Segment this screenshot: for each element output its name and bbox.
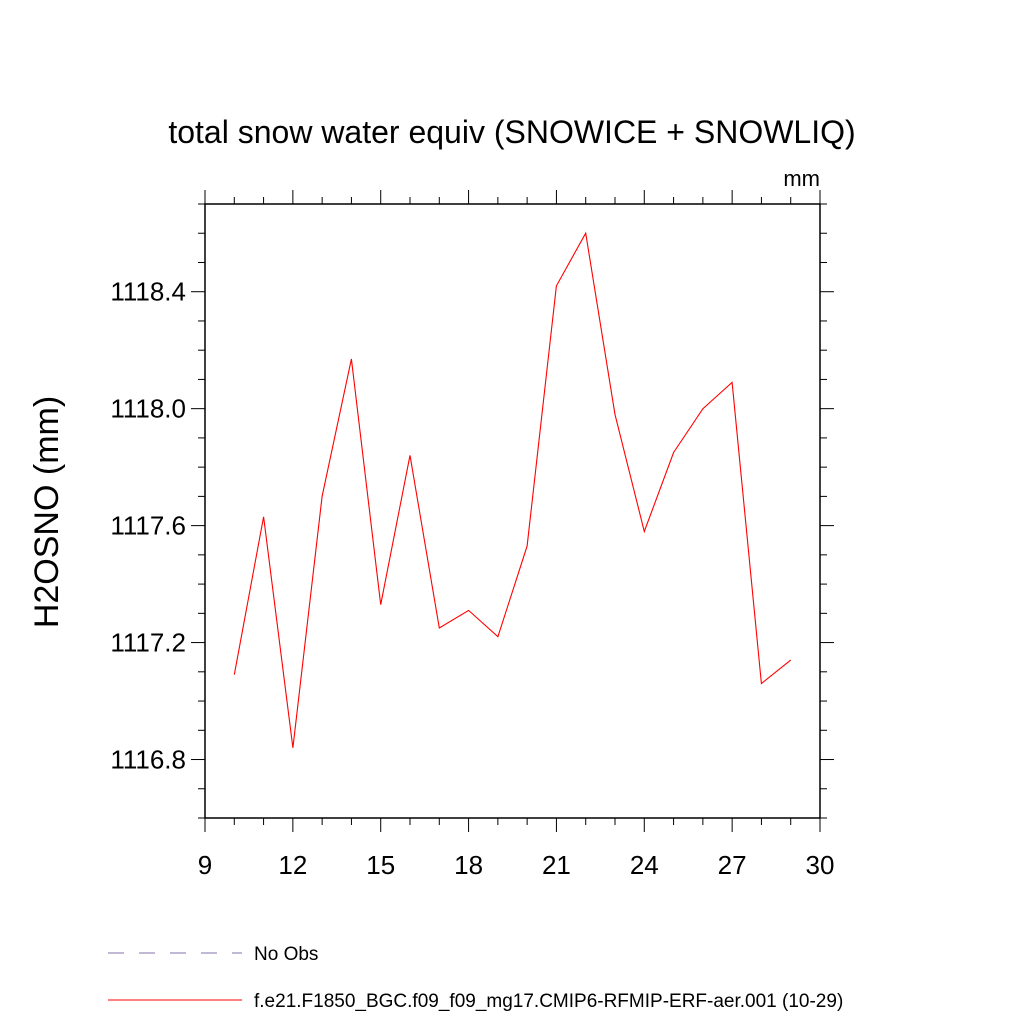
- x-tick-label: 12: [278, 850, 307, 880]
- legend-label: No Obs: [254, 944, 318, 965]
- axis-ticks: [191, 190, 834, 832]
- x-tick-label: 27: [718, 850, 747, 880]
- y-tick-label: 1117.2: [110, 628, 186, 658]
- chart-title: total snow water equiv (SNOWICE + SNOWLI…: [168, 114, 855, 150]
- x-tick-labels: 9 12 15 18 21 24 27 30: [198, 850, 835, 880]
- x-tick-label: 24: [630, 850, 659, 880]
- legend-label: f.e21.F1850_BGC.f09_f09_mg17.CMIP6-RFMIP…: [254, 991, 843, 1012]
- x-tick-label: 30: [806, 850, 835, 880]
- y-tick-label: 1118.0: [110, 394, 186, 424]
- x-tick-label: 15: [366, 850, 395, 880]
- x-tick-label: 9: [198, 850, 212, 880]
- series-group: [233, 231, 792, 748]
- x-tick-label: 21: [542, 850, 571, 880]
- plot-frame: [204, 203, 821, 819]
- series-line: [233, 231, 792, 748]
- y-tick-labels: 1116.8 1117.2 1117.6 1118.0 1118.4: [110, 277, 186, 775]
- y-axis-label: H2OSNO (mm): [28, 396, 66, 628]
- x-tick-label: 18: [454, 850, 483, 880]
- units-label: mm: [783, 166, 820, 191]
- y-tick-label: 1116.8: [110, 745, 186, 775]
- legend: No Obs f.e21.F1850_BGC.f09_f09_mg17.CMIP6…: [108, 944, 843, 1012]
- y-tick-label: 1117.6: [110, 511, 186, 541]
- y-tick-label: 1118.4: [110, 277, 186, 307]
